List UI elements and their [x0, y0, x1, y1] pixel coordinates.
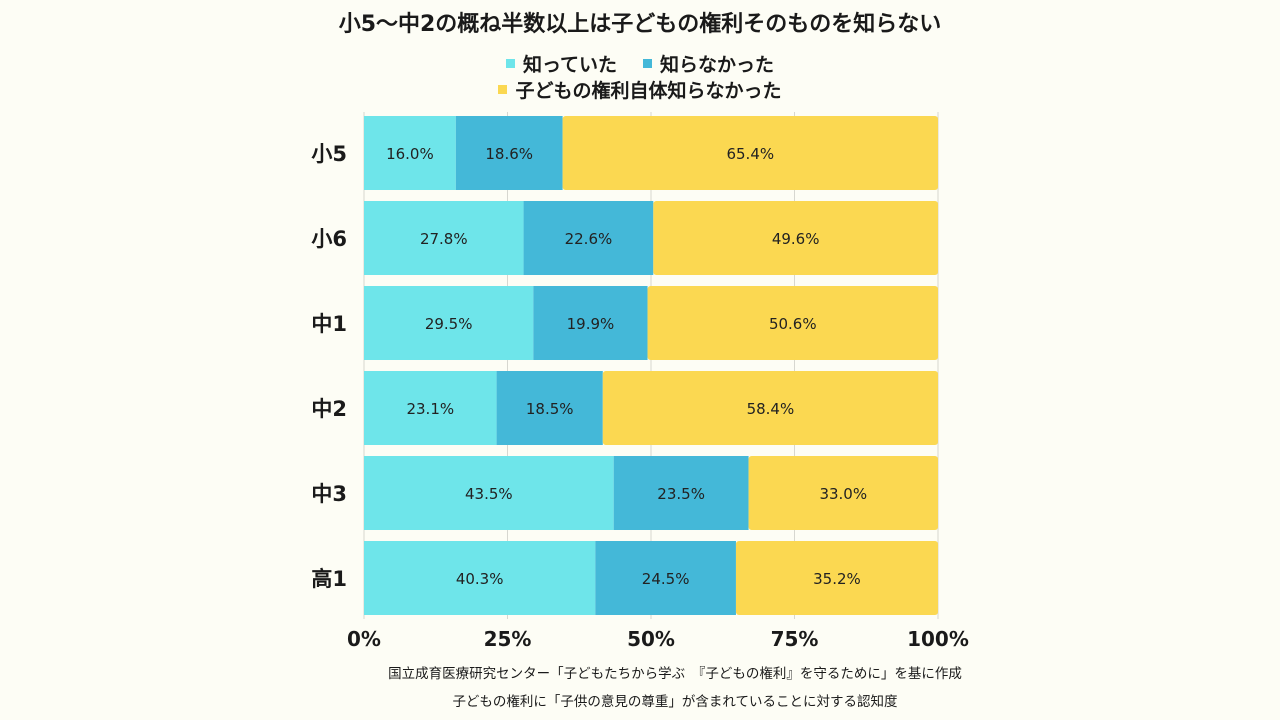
data-label-3-1: 18.5%: [526, 400, 574, 418]
legend-item-unknown: 知らなかった: [643, 50, 774, 77]
data-label-1-0: 27.8%: [420, 230, 468, 248]
data-label-5-2: 35.2%: [813, 570, 861, 588]
legend-item-known: 知っていた: [505, 50, 618, 77]
data-label-3-0: 23.1%: [406, 400, 454, 418]
bar-2-1: [533, 286, 648, 360]
stacked-bar-chart: 16.0% 18.6% 65.4% 小5 27.8% 22.6% 49.6% 小6 29.5% 1…: [311, 112, 969, 651]
bar-4-2: [748, 456, 938, 530]
bar-4-1: [613, 456, 749, 530]
category-label-1: 小6: [311, 227, 347, 251]
category-label-0: 小5: [311, 142, 347, 166]
legend-row: 子どもの権利自体知らなかった: [0, 76, 1280, 103]
bar-2-2: [647, 286, 938, 360]
bar-0-2: [562, 116, 938, 190]
data-label-0-0: 16.0%: [386, 145, 434, 163]
legend-swatch-rights-unknown: [498, 85, 508, 94]
legend-label-rights-unknown: 子どもの権利自体知らなかった: [515, 80, 782, 102]
legend-item-rights-unknown: 子どもの権利自体知らなかった: [498, 76, 782, 103]
data-label-4-0: 43.5%: [465, 485, 513, 503]
data-label-3-2: 58.4%: [747, 400, 795, 418]
data-label-5-1: 24.5%: [642, 570, 690, 588]
subject-note: 子どもの権利に「子供の意見の尊重」が含まれていることに対する認知度: [452, 694, 898, 710]
legend-row: 知っていた 知らなかった: [0, 50, 1280, 77]
bar-5-0: [364, 541, 596, 615]
chart-title: 小5〜中2の概ね半数以上は子どもの権利そのものを知らない: [338, 12, 942, 37]
data-label-1-2: 49.6%: [772, 230, 820, 248]
bar-1-1: [523, 201, 654, 275]
x-tick-label-4: 100%: [907, 627, 969, 651]
bar-3-1: [496, 371, 603, 445]
data-label-1-1: 22.6%: [565, 230, 613, 248]
category-label-2: 中1: [311, 312, 347, 336]
bar-1-0: [364, 201, 524, 275]
bar-1-2: [653, 201, 938, 275]
x-tick-label-0: 0%: [347, 627, 381, 651]
data-label-0-2: 65.4%: [726, 145, 774, 163]
x-tick-label-1: 25%: [484, 627, 532, 651]
data-label-2-2: 50.6%: [769, 315, 817, 333]
x-tick-label-2: 50%: [627, 627, 675, 651]
bar-5-2: [735, 541, 938, 615]
bar-5-1: [595, 541, 736, 615]
bar-0-1: [455, 116, 563, 190]
data-label-2-1: 19.9%: [567, 315, 615, 333]
bar-0-0: [364, 116, 456, 190]
category-label-5: 高1: [311, 567, 347, 591]
data-label-4-2: 33.0%: [819, 485, 867, 503]
data-label-5-0: 40.3%: [456, 570, 504, 588]
x-tick-label-3: 75%: [771, 627, 819, 651]
data-label-4-1: 23.5%: [657, 485, 705, 503]
bar-3-2: [602, 371, 938, 445]
data-label-2-0: 29.5%: [425, 315, 473, 333]
bar-2-0: [364, 286, 534, 360]
legend-swatch-known: [505, 59, 515, 68]
legend-label-known: 知っていた: [522, 54, 618, 76]
source-note: 国立成育医療研究センター「子どもたちから学ぶ 『子どもの権利』を守るために」を基…: [388, 666, 962, 682]
legend-label-unknown: 知らなかった: [660, 54, 775, 76]
data-label-0-1: 18.6%: [485, 145, 533, 163]
category-label-4: 中3: [311, 482, 347, 506]
bar-4-0: [364, 456, 614, 530]
category-label-3: 中2: [311, 397, 347, 421]
bar-3-0: [364, 371, 497, 445]
legend-swatch-unknown: [643, 59, 653, 68]
